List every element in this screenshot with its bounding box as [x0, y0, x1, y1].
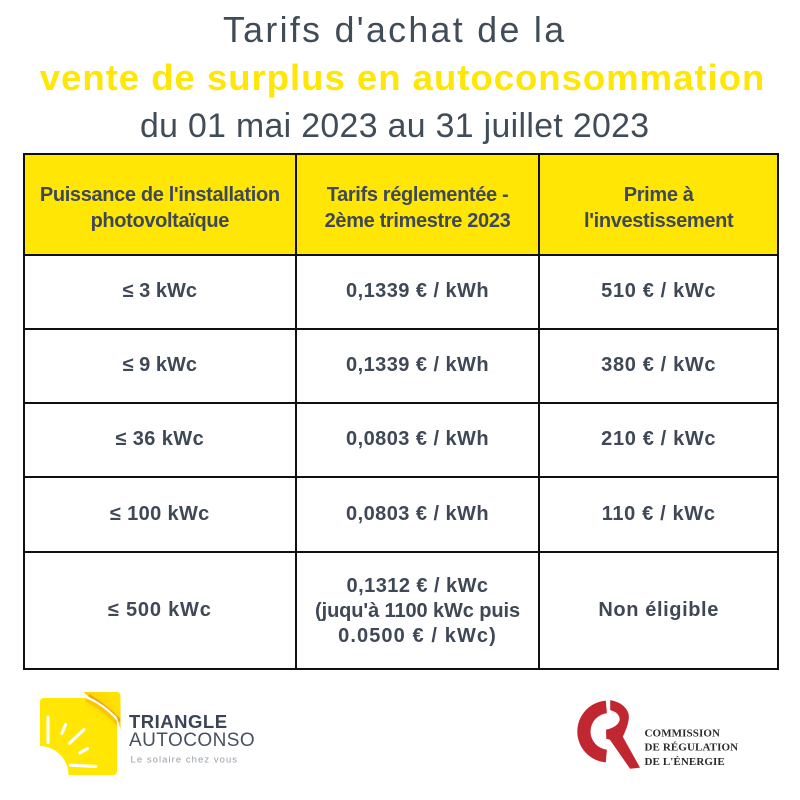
svg-text:DE L'ÉNERGIE: DE L'ÉNERGIE	[645, 756, 725, 768]
svg-text:DE RÉGULATION: DE RÉGULATION	[645, 742, 739, 754]
svg-text:TRIANGLE: TRIANGLE	[129, 711, 228, 732]
svg-text:Le solaire chez vous: Le solaire chez vous	[131, 755, 239, 766]
svg-text:COMMISSION: COMMISSION	[645, 728, 721, 740]
svg-text:AUTOCONSO: AUTOCONSO	[129, 730, 255, 751]
